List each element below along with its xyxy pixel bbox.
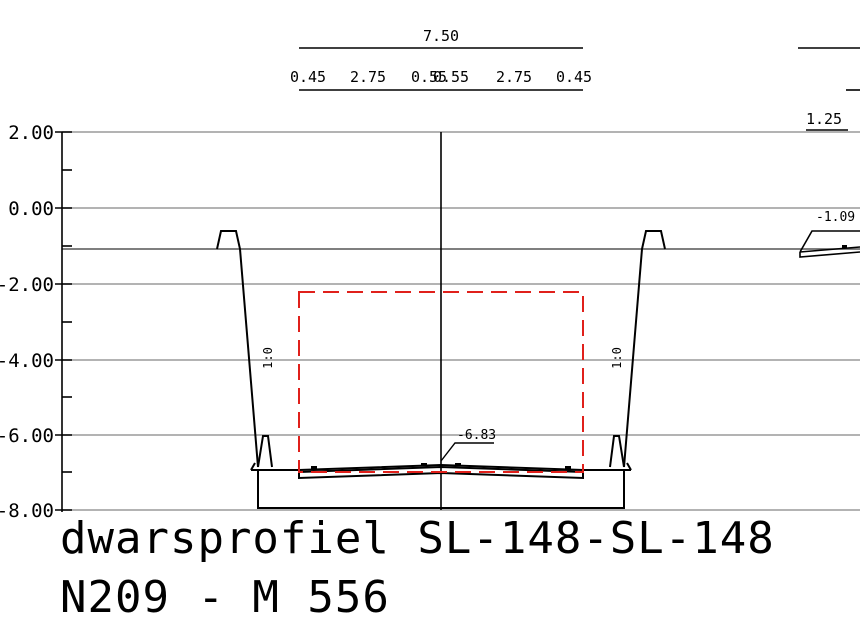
clearance-box	[298, 291, 584, 473]
segment-dimension: 0.45	[290, 68, 326, 86]
segment-dimension: 0.55	[433, 68, 469, 86]
y-tick-label: -6.00	[0, 425, 54, 447]
right-road-level-label: -1.09	[816, 210, 855, 225]
right-road-fragment	[799, 230, 860, 258]
right-width-dimension: 1.25	[806, 110, 842, 128]
drawing-title: dwarsprofiel SL-148-SL-148	[60, 513, 775, 564]
drawing-subtitle: N209 - M 556	[60, 572, 390, 623]
y-axis-labels: 2.00 0.00 -2.00 -4.00 -6.00 -8.00	[0, 122, 54, 522]
bottom-level-marker: -6.83	[440, 428, 496, 462]
grid-lines	[62, 131, 860, 511]
dimension-lines	[299, 47, 860, 131]
y-tick-label: -2.00	[0, 274, 54, 296]
right-slope-label: 1:0	[610, 347, 624, 369]
left-slope-label: 1:0	[261, 347, 275, 369]
y-axis	[55, 131, 72, 512]
y-tick-label: 0.00	[8, 198, 54, 220]
segment-dimension: 2.75	[496, 68, 532, 86]
y-tick-label: -8.00	[0, 500, 54, 522]
segment-dimension: 0.55	[411, 68, 447, 86]
segment-dimensions: 0.45 2.75 0.55 0.55 2.75 0.45	[290, 68, 592, 86]
trough-outline	[216, 230, 666, 509]
total-width-dimension: 7.50	[423, 27, 459, 45]
segment-dimension: 2.75	[350, 68, 386, 86]
segment-dimension: 0.45	[556, 68, 592, 86]
bottom-level-label: -6.83	[457, 428, 496, 443]
y-tick-label: -4.00	[0, 350, 54, 372]
floor-markers	[311, 463, 571, 469]
y-tick-label: 2.00	[8, 122, 54, 144]
